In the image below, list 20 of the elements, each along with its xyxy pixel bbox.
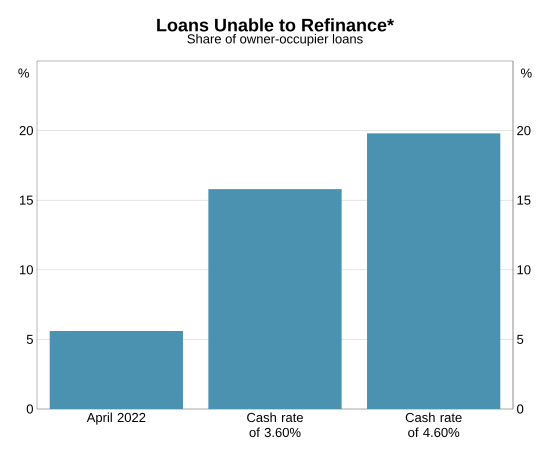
bar (50, 331, 183, 409)
bar (208, 189, 342, 409)
x-tick-label: April 2022 (86, 412, 146, 425)
y2-tick-label: 15 (518, 196, 530, 205)
x-tick-label: Cash rate of 3.60% (247, 412, 303, 438)
y-tick-label: 20 (20, 126, 33, 136)
chart-title: Loans Unable to Refinance* (157, 18, 394, 32)
y2-tick-label: 0 (517, 404, 524, 414)
x-tick-label: Cash rate of 4.60% (406, 412, 462, 438)
y2-tick-label: 20 (517, 126, 530, 136)
y2-tick-label: 5 (517, 334, 524, 344)
bar (367, 133, 500, 409)
y2-tick-label: 10 (518, 265, 530, 274)
y-tick-label: 15 (20, 196, 33, 205)
y-tick-label: 10 (20, 265, 33, 274)
y-tick-label: 0 (26, 404, 33, 414)
y-tick-label: 5 (26, 334, 33, 344)
chart-subtitle: Share of owner-occupier loans (187, 34, 363, 46)
y-axis-title: % (18, 68, 30, 78)
y2-axis-title: % (521, 68, 532, 78)
